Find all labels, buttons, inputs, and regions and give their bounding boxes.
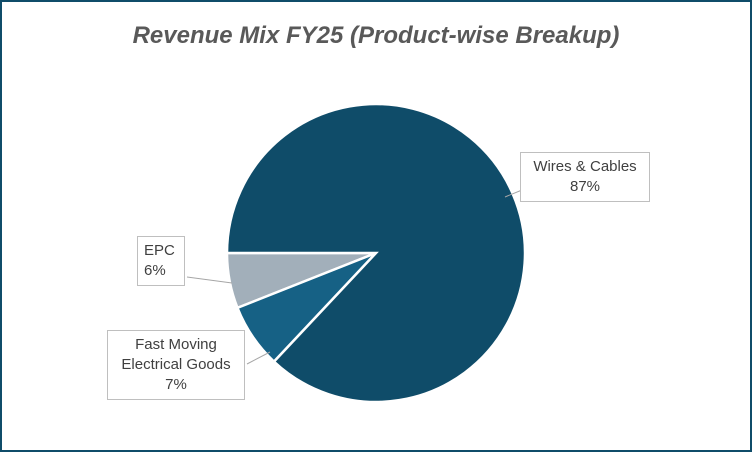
label-name: Fast Moving Electrical Goods bbox=[121, 336, 231, 373]
label-value: 7% bbox=[165, 376, 187, 393]
chart-title: Revenue Mix FY25 (Product-wise Breakup) bbox=[132, 22, 620, 49]
data-label: Wires & Cables 87% bbox=[520, 152, 650, 202]
leader-line bbox=[246, 351, 271, 365]
leader-line bbox=[186, 276, 233, 284]
data-label: Fast Moving Electrical Goods 7% bbox=[107, 330, 245, 400]
label-value: 87% bbox=[569, 178, 601, 195]
leader-line bbox=[504, 189, 523, 198]
label-value: 6% bbox=[144, 262, 166, 279]
label-name: Wires & Cables bbox=[533, 158, 637, 175]
label-name: EPC bbox=[144, 242, 175, 259]
data-label: EPC 6% bbox=[137, 236, 185, 286]
